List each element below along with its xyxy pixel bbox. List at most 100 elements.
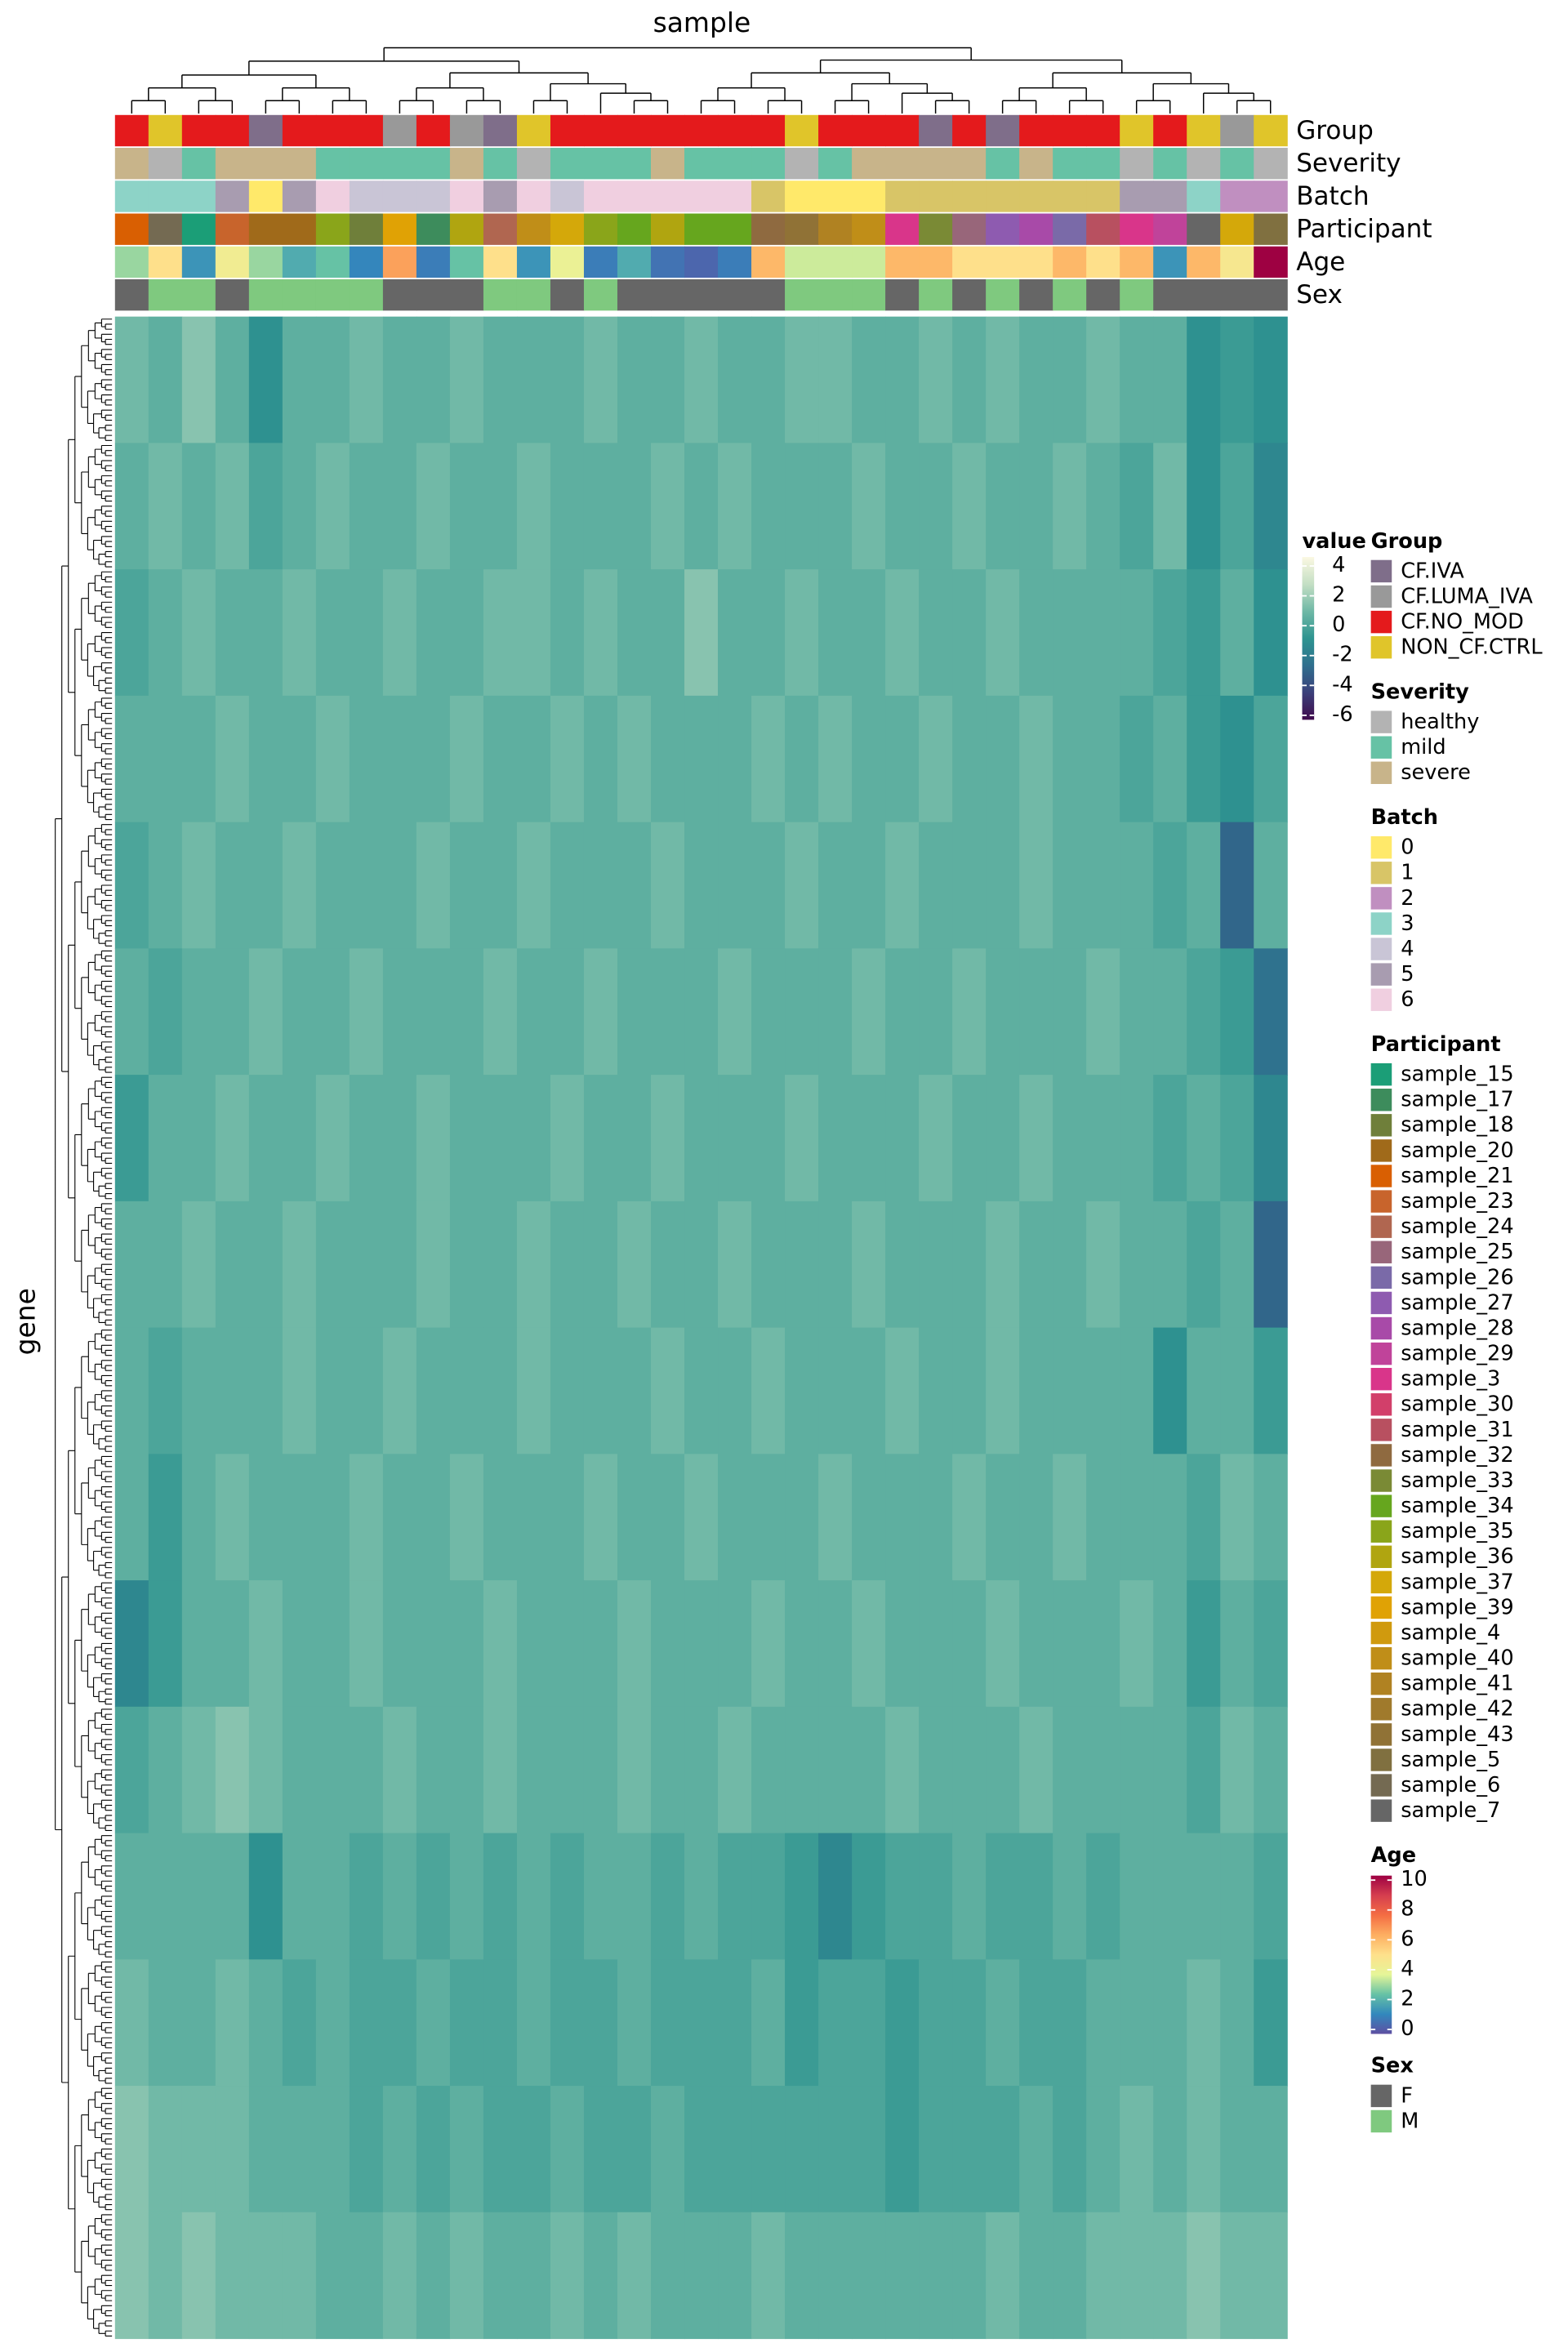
heatmap-cell — [382, 1454, 417, 1581]
heatmap-cell — [248, 1200, 283, 1329]
heatmap-cell — [282, 1959, 317, 2087]
annotation-cell — [1153, 148, 1187, 180]
heatmap-cell — [248, 1327, 283, 1454]
heatmap-cell — [215, 443, 250, 570]
heatmap-cell — [583, 443, 618, 570]
legend-swatch — [1370, 1469, 1392, 1492]
heatmap-cell — [114, 2212, 149, 2340]
heatmap-cell — [1053, 1706, 1087, 1834]
colorbar-label: -2 — [1332, 643, 1353, 667]
heatmap-cell — [852, 1706, 886, 1834]
heatmap-cell — [617, 443, 652, 570]
heatmap-cell — [785, 1454, 819, 1581]
heatmap-cell — [516, 2212, 551, 2340]
heatmap-cell — [583, 1075, 618, 1202]
heatmap-cell — [818, 1833, 853, 1960]
annotation-cell — [1153, 213, 1187, 245]
legend-swatch — [1370, 1215, 1392, 1238]
heatmap-cell — [751, 316, 786, 443]
heatmap-cell — [248, 1833, 283, 1960]
annotation-cell — [282, 213, 317, 245]
heatmap-cell — [215, 695, 250, 823]
annotation-cell — [349, 213, 384, 245]
heatmap-cell — [1254, 1706, 1288, 1834]
legend-label: sample_34 — [1401, 1494, 1513, 1518]
annotation-cell — [148, 114, 183, 147]
annotation-cell — [215, 213, 250, 245]
heatmap-cell — [282, 948, 317, 1076]
heatmap-cell — [919, 1200, 953, 1329]
heatmap-cell — [181, 1454, 216, 1581]
heatmap-cell — [650, 1706, 685, 1834]
annotation-cell — [1086, 180, 1120, 212]
heatmap-cell — [1086, 569, 1120, 697]
heatmap-cell — [550, 1959, 585, 2087]
heatmap-cell — [1153, 1833, 1187, 1960]
annotation-cell — [148, 148, 183, 180]
legend-label: sample_26 — [1401, 1265, 1513, 1290]
annotation-cell — [852, 246, 886, 278]
heatmap-cell — [148, 1706, 183, 1834]
heatmap-cell — [818, 316, 853, 443]
heatmap-cell — [785, 1580, 819, 1708]
annotation-cell — [718, 213, 752, 245]
heatmap-cell — [349, 822, 384, 949]
annotation-cell — [885, 180, 920, 212]
legend-label: 5 — [1401, 962, 1414, 987]
annotation-cell — [181, 213, 216, 245]
heatmap-cell — [248, 695, 283, 823]
legend-swatch — [1370, 1596, 1392, 1619]
annotation-cell — [550, 114, 585, 147]
heatmap-cell — [952, 1833, 987, 1960]
annotation-cell — [382, 278, 417, 311]
heatmap-cell — [248, 1075, 283, 1202]
heatmap-cell — [349, 948, 384, 1076]
heatmap-cell — [315, 1706, 350, 1834]
annotation-cell — [1254, 114, 1288, 147]
legend-swatch — [1370, 610, 1392, 634]
legend-label: F — [1401, 2083, 1413, 2108]
heatmap-cell — [885, 316, 920, 443]
heatmap-cell — [148, 1959, 183, 2087]
heatmap-cell — [349, 1580, 384, 1708]
annotation-cell — [919, 213, 953, 245]
heatmap-cell — [1053, 1327, 1087, 1454]
heatmap-cell — [751, 569, 786, 697]
annotation-cell — [449, 148, 484, 180]
annotation-cell — [986, 180, 1020, 212]
heatmap-cell — [684, 695, 719, 823]
heatmap-cell — [1120, 2212, 1154, 2340]
heatmap-cell — [684, 1706, 719, 1834]
heatmap-cell — [1153, 443, 1187, 570]
annotation-cell — [1187, 114, 1221, 147]
heatmap-cell — [684, 2086, 719, 2213]
heatmap-cell — [952, 2086, 987, 2213]
heatmap-cell — [1120, 1959, 1154, 2087]
heatmap-cell — [215, 2212, 250, 2340]
heatmap-cell — [785, 1075, 819, 1202]
heatmap-cell — [114, 695, 149, 823]
heatmap-cell — [349, 2086, 384, 2213]
heatmap-cell — [550, 822, 585, 949]
heatmap-cell — [181, 316, 216, 443]
heatmap-cell — [483, 1454, 518, 1581]
heatmap-cell — [483, 1706, 518, 1834]
heatmap-cell — [1220, 1200, 1254, 1329]
heatmap-cell — [1086, 316, 1120, 443]
annotation-cell — [248, 180, 283, 212]
legend-title: Participant — [1371, 1032, 1501, 1057]
heatmap-cell — [282, 1454, 317, 1581]
heatmap-cell — [181, 1959, 216, 2087]
heatmap-cell — [617, 569, 652, 697]
heatmap-cell — [516, 2086, 551, 2213]
annotation-cell — [818, 180, 853, 212]
heatmap-cell — [349, 1327, 384, 1454]
annotation-cell — [785, 148, 819, 180]
column-dendrogram — [131, 47, 1272, 114]
heatmap-cell — [382, 1075, 417, 1202]
heatmap-cell — [1254, 1833, 1288, 1960]
heatmap-cell — [516, 1075, 551, 1202]
colorbar-label: 8 — [1401, 1897, 1414, 1922]
heatmap-cell — [785, 822, 819, 949]
heatmap-cell — [952, 695, 987, 823]
